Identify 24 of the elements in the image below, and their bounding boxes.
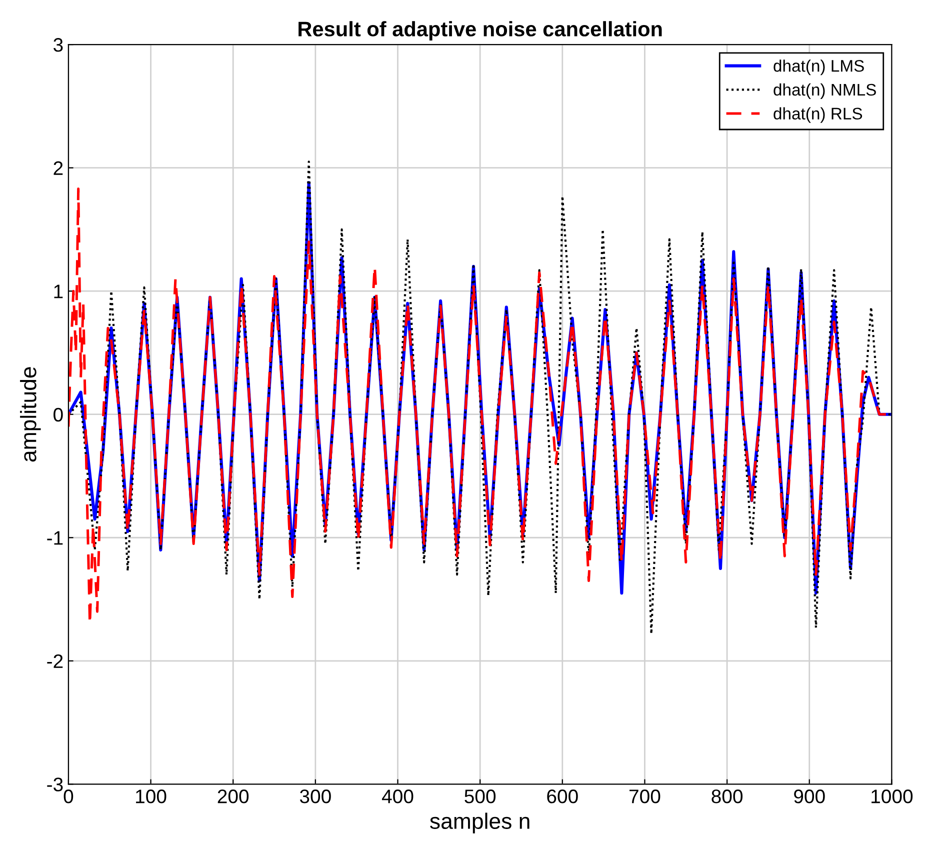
legend-label: dhat(n) LMS: [774, 60, 864, 76]
x-tick-label: 600: [547, 790, 578, 804]
x-tick-label: 700: [630, 790, 660, 804]
x-tick-label: 500: [464, 790, 496, 804]
legend-label: dhat(n) RLS: [774, 107, 862, 123]
x-tick-label: 1000: [872, 790, 913, 804]
y-tick-label: 1: [54, 284, 63, 298]
y-tick-label: 3: [54, 38, 63, 52]
y-tick-label: 2: [54, 161, 63, 175]
y-tick-label: 0: [54, 408, 63, 422]
x-tick-label: 100: [136, 790, 166, 804]
x-tick-label: 800: [712, 790, 743, 804]
x-tick-label: 0: [64, 790, 74, 804]
x-tick-label: 200: [218, 790, 249, 804]
y-tick-label: -2: [47, 654, 63, 668]
x-tick-label: 300: [300, 790, 331, 804]
y-tick-label: -1: [47, 531, 63, 545]
legend-label: dhat(n) NMLS: [774, 83, 876, 99]
y-axis-title: amplitude: [20, 367, 41, 462]
chart-title: Result of adaptive noise cancellation: [298, 21, 662, 41]
x-tick-label: 400: [382, 790, 414, 804]
x-tick-label: 900: [794, 790, 825, 804]
x-axis-title: samples n: [430, 812, 530, 834]
y-tick-label: -3: [47, 778, 63, 792]
